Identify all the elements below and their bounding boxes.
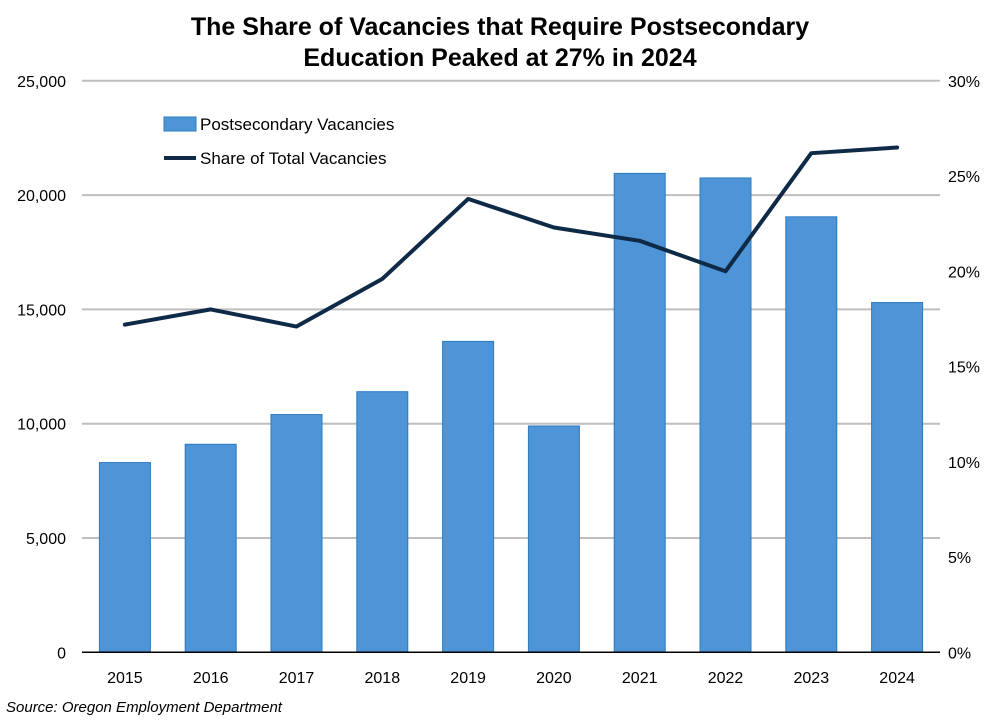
bar-2021 bbox=[613, 172, 666, 653]
right-axis-tick-label: 30% bbox=[948, 74, 980, 91]
right-axis-tick-label: 15% bbox=[948, 360, 980, 377]
legend-swatch-bars bbox=[163, 116, 197, 132]
right-axis-tick-label: 10% bbox=[948, 455, 980, 472]
right-axis-tick-label: 25% bbox=[948, 169, 980, 186]
bar-2015 bbox=[98, 462, 151, 653]
right-axis-tick-label: 0% bbox=[948, 645, 971, 662]
x-axis-tick-label: 2015 bbox=[107, 670, 143, 687]
bar-2017 bbox=[270, 414, 323, 653]
bar-2024 bbox=[871, 302, 924, 653]
right-axis-tick-label: 20% bbox=[948, 264, 980, 281]
x-axis-tick-label: 2016 bbox=[193, 670, 229, 687]
left-axis-tick-label: 25,000 bbox=[17, 74, 66, 91]
x-axis-tick-label: 2018 bbox=[365, 670, 401, 687]
x-axis-tick-label: 2022 bbox=[708, 670, 744, 687]
x-axis-tick-label: 2019 bbox=[450, 670, 486, 687]
bar-2023 bbox=[785, 216, 838, 653]
left-axis-tick-label: 0 bbox=[57, 645, 66, 662]
chart-title-line-2: Education Peaked at 27% in 2024 bbox=[303, 44, 697, 72]
left-axis-tick-label: 20,000 bbox=[17, 188, 66, 205]
share-line bbox=[122, 145, 900, 329]
x-axis-tick-label: 2023 bbox=[794, 670, 830, 687]
x-axis-tick-label: 2024 bbox=[879, 670, 915, 687]
legend-label-line: Share of Total Vacancies bbox=[200, 149, 387, 168]
bar-2018 bbox=[356, 391, 409, 653]
chart-title-line-1: The Share of Vacancies that Require Post… bbox=[190, 13, 810, 41]
left-axis-tick-label: 15,000 bbox=[17, 302, 66, 319]
chart-title: The Share of Vacancies that Require Post… bbox=[0, 12, 1000, 74]
right-axis-tick-label: 5% bbox=[948, 550, 971, 567]
x-axis-tick-label: 2020 bbox=[536, 670, 572, 687]
bar-2016 bbox=[184, 443, 237, 653]
left-axis-tick-label: 10,000 bbox=[17, 417, 66, 434]
bar-2019 bbox=[442, 340, 495, 653]
bar-2022 bbox=[699, 177, 752, 653]
legend-label-bars: Postsecondary Vacancies bbox=[200, 115, 394, 134]
left-axis-tick-label: 5,000 bbox=[26, 531, 66, 548]
x-axis-tick-label: 2017 bbox=[279, 670, 315, 687]
bar-2020 bbox=[527, 425, 580, 653]
x-axis-tick-label: 2021 bbox=[622, 670, 658, 687]
source-note: Source: Oregon Employment Department bbox=[6, 699, 282, 716]
